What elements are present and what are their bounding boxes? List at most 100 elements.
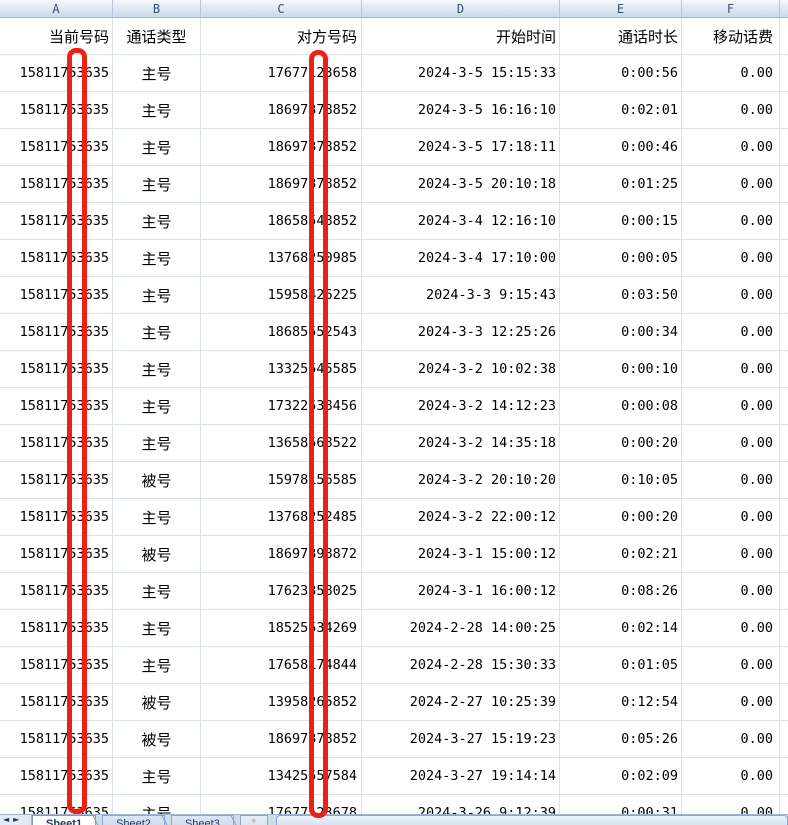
cell-F4[interactable]: 0.00 [682, 129, 780, 165]
cell-empty[interactable] [780, 277, 788, 313]
cell-E16[interactable]: 0:08:26 [560, 573, 682, 609]
cell-A7[interactable]: 15811753635 [0, 240, 113, 276]
cell-A18[interactable]: 15811753635 [0, 647, 113, 683]
cell-C16[interactable]: 17623358025 [201, 573, 362, 609]
cell-E6[interactable]: 0:00:15 [560, 203, 682, 239]
cell-F12[interactable]: 0.00 [682, 425, 780, 461]
tab-scroll-left-icon[interactable]: ◄ [3, 815, 10, 824]
cell-E15[interactable]: 0:02:21 [560, 536, 682, 572]
header-start-time[interactable]: 开始时间 [362, 18, 560, 54]
cell-D6[interactable]: 2024-3-4 12:16:10 [362, 203, 560, 239]
cell-F15[interactable]: 0.00 [682, 536, 780, 572]
cell-D18[interactable]: 2024-2-28 15:30:33 [362, 647, 560, 683]
cell-empty[interactable] [780, 388, 788, 424]
cell-C19[interactable]: 13958265852 [201, 684, 362, 720]
column-header-partial[interactable] [780, 0, 788, 17]
cell-D5[interactable]: 2024-3-5 20:10:18 [362, 166, 560, 202]
column-header-f[interactable]: F [682, 0, 780, 17]
cell-B12[interactable]: 主号 [113, 425, 201, 461]
cell-F6[interactable]: 0.00 [682, 203, 780, 239]
cell-C21[interactable]: 13425557584 [201, 758, 362, 794]
cell-C20[interactable]: 18697378852 [201, 721, 362, 757]
cell-F8[interactable]: 0.00 [682, 277, 780, 313]
cell-B20[interactable]: 被号 [113, 721, 201, 757]
cell-D20[interactable]: 2024-3-27 15:19:23 [362, 721, 560, 757]
cell-F13[interactable]: 0.00 [682, 462, 780, 498]
cell-C4[interactable]: 18697378852 [201, 129, 362, 165]
cell-C9[interactable]: 18685552543 [201, 314, 362, 350]
cell-D15[interactable]: 2024-3-1 15:00:12 [362, 536, 560, 572]
cell-D12[interactable]: 2024-3-2 14:35:18 [362, 425, 560, 461]
cell-empty[interactable] [780, 536, 788, 572]
cell-A3[interactable]: 15811753635 [0, 92, 113, 128]
cell-E5[interactable]: 0:01:25 [560, 166, 682, 202]
tab-sheet3[interactable]: Sheet3 [170, 815, 234, 825]
header-mobile-fee[interactable]: 移动话费 [682, 18, 780, 54]
cell-E12[interactable]: 0:00:20 [560, 425, 682, 461]
cell-empty[interactable] [780, 240, 788, 276]
header-current-number[interactable]: 当前号码 [0, 18, 113, 54]
cell-C18[interactable]: 17658174844 [201, 647, 362, 683]
cell-A14[interactable]: 15811753635 [0, 499, 113, 535]
cell-B21[interactable]: 主号 [113, 758, 201, 794]
cell-empty[interactable] [780, 203, 788, 239]
cell-B7[interactable]: 主号 [113, 240, 201, 276]
cell-empty[interactable] [780, 314, 788, 350]
cell-C3[interactable]: 18697378852 [201, 92, 362, 128]
cell-F19[interactable]: 0.00 [682, 684, 780, 720]
cell-B16[interactable]: 主号 [113, 573, 201, 609]
cell-A21[interactable]: 15811753635 [0, 758, 113, 794]
cell-C2[interactable]: 17677123658 [201, 55, 362, 91]
cell-F2[interactable]: 0.00 [682, 55, 780, 91]
cell-F5[interactable]: 0.00 [682, 166, 780, 202]
cell-F3[interactable]: 0.00 [682, 92, 780, 128]
cell-B4[interactable]: 主号 [113, 129, 201, 165]
cell-B9[interactable]: 主号 [113, 314, 201, 350]
cell-empty[interactable] [780, 647, 788, 683]
cell-D7[interactable]: 2024-3-4 17:10:00 [362, 240, 560, 276]
cell-C14[interactable]: 13768252485 [201, 499, 362, 535]
cell-B15[interactable]: 被号 [113, 536, 201, 572]
cell-empty[interactable] [780, 721, 788, 757]
header-call-type[interactable]: 通话类型 [113, 18, 201, 54]
cell-D21[interactable]: 2024-3-27 19:14:14 [362, 758, 560, 794]
cell-A13[interactable]: 15811753635 [0, 462, 113, 498]
tab-sheet2[interactable]: Sheet2 [102, 815, 165, 825]
cell-E2[interactable]: 0:00:56 [560, 55, 682, 91]
cell-A5[interactable]: 15811753635 [0, 166, 113, 202]
cell-empty[interactable] [780, 129, 788, 165]
cell-D3[interactable]: 2024-3-5 16:16:10 [362, 92, 560, 128]
column-header-b[interactable]: B [113, 0, 201, 17]
column-header-a[interactable]: A [0, 0, 113, 17]
cell-D9[interactable]: 2024-3-3 12:25:26 [362, 314, 560, 350]
cell-B18[interactable]: 主号 [113, 647, 201, 683]
cell-E19[interactable]: 0:12:54 [560, 684, 682, 720]
header-call-duration[interactable]: 通话时长 [560, 18, 682, 54]
cell-F11[interactable]: 0.00 [682, 388, 780, 424]
cell-C13[interactable]: 15978156585 [201, 462, 362, 498]
header-empty[interactable] [780, 18, 788, 54]
cell-C8[interactable]: 15958426225 [201, 277, 362, 313]
tab-sheet1[interactable]: Sheet1 [32, 815, 97, 825]
column-header-c[interactable]: C [201, 0, 362, 17]
cell-A10[interactable]: 15811753635 [0, 351, 113, 387]
cell-D13[interactable]: 2024-3-2 20:10:20 [362, 462, 560, 498]
cell-F9[interactable]: 0.00 [682, 314, 780, 350]
cell-E7[interactable]: 0:00:05 [560, 240, 682, 276]
cell-D10[interactable]: 2024-3-2 10:02:38 [362, 351, 560, 387]
cell-empty[interactable] [780, 351, 788, 387]
cell-D4[interactable]: 2024-3-5 17:18:11 [362, 129, 560, 165]
cell-F17[interactable]: 0.00 [682, 610, 780, 646]
cell-C17[interactable]: 18525534269 [201, 610, 362, 646]
cell-C7[interactable]: 13768250985 [201, 240, 362, 276]
cell-A11[interactable]: 15811753635 [0, 388, 113, 424]
cell-E17[interactable]: 0:02:14 [560, 610, 682, 646]
cell-empty[interactable] [780, 758, 788, 794]
cell-A12[interactable]: 15811753635 [0, 425, 113, 461]
cell-B19[interactable]: 被号 [113, 684, 201, 720]
cell-E21[interactable]: 0:02:09 [560, 758, 682, 794]
cell-D16[interactable]: 2024-3-1 16:00:12 [362, 573, 560, 609]
header-other-number[interactable]: 对方号码 [201, 18, 362, 54]
insert-worksheet-tab[interactable]: ✳ [239, 815, 268, 825]
cell-empty[interactable] [780, 55, 788, 91]
